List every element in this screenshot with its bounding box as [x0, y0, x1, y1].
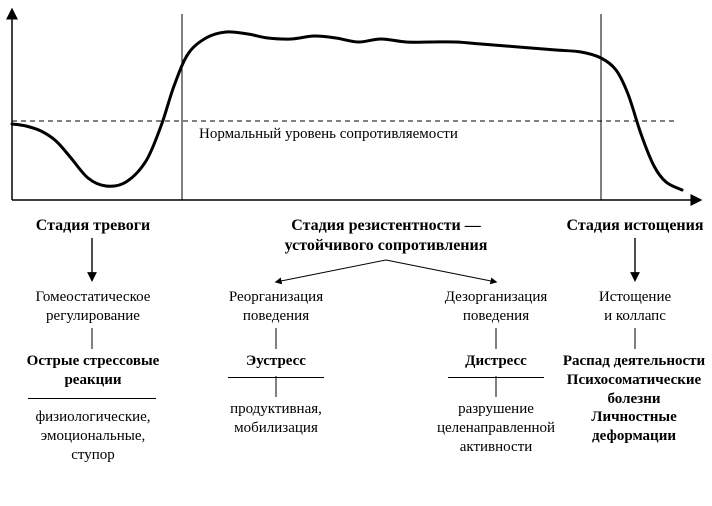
flow-node: Гомеостатическоерегулирование — [8, 288, 178, 326]
stage-exhaustion: Стадия истощения — [560, 216, 710, 236]
separator-rule — [228, 377, 324, 378]
flow-node: Реорганизацияповедения — [196, 288, 356, 326]
flow-node: Эустресс — [196, 352, 356, 371]
flow-node: продуктивная,мобилизация — [196, 400, 356, 438]
normal-resistance-label: Нормальный уровень сопротивляемости — [199, 126, 458, 143]
stage-alarm: Стадия тревоги — [8, 216, 178, 236]
chart-svg — [6, 6, 706, 206]
separator-rule — [448, 377, 544, 378]
flow-node: Острые стрессовыереакции — [8, 352, 178, 390]
flow-node: Истощениеи коллапс — [558, 288, 712, 326]
separator-rule — [28, 398, 156, 399]
flow-node: разрушениецеленаправленнойактивности — [416, 400, 576, 456]
stage-resistance: Стадия резистентности —устойчивого сопро… — [186, 216, 586, 256]
flow-node: Дезорганизацияповедения — [416, 288, 576, 326]
flow-node: физиологические,эмоциональные,ступор — [8, 408, 178, 464]
stress-curve-chart — [6, 6, 706, 206]
